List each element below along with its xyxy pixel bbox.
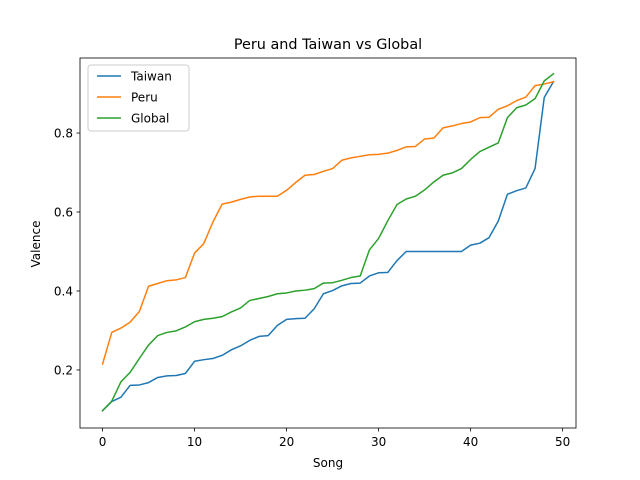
y-tick-label: 0.8 — [54, 127, 73, 141]
legend: Taiwan Peru Global — [87, 64, 190, 132]
axes-frame — [79, 57, 577, 429]
x-tick-label: 10 — [187, 435, 202, 449]
legend-label-taiwan: Taiwan — [130, 70, 172, 84]
x-tick-label: 0 — [99, 435, 107, 449]
chart-title: Peru and Taiwan vs Global — [234, 37, 422, 53]
series-line-peru — [101, 80, 555, 365]
series-line-taiwan — [101, 80, 555, 412]
series-line-global — [101, 72, 555, 412]
x-tick-label: 20 — [279, 435, 294, 449]
y-tick-label: 0.2 — [54, 363, 73, 377]
legend-label-peru: Peru — [131, 91, 158, 105]
y-tick-label: 0.6 — [54, 206, 73, 220]
x-tick-label: 40 — [463, 435, 478, 449]
x-tick-label: 50 — [555, 435, 570, 449]
plot-area: 0 10 20 30 40 50 0.2 0.4 0.6 0.8 — [54, 57, 577, 449]
x-tick-label: 30 — [371, 435, 386, 449]
legend-label-global: Global — [131, 112, 169, 126]
y-axis-label: Valence — [29, 221, 43, 268]
legend-box — [87, 64, 190, 132]
y-tick-label: 0.4 — [54, 284, 73, 298]
x-axis-label: Song — [313, 456, 343, 470]
